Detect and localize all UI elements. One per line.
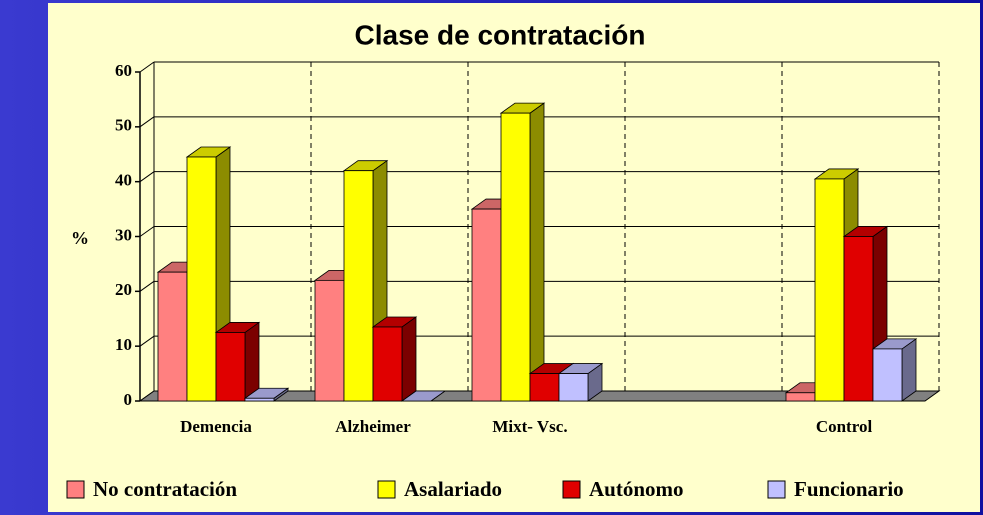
legend-label: Funcionario: [794, 477, 904, 501]
bar: [471, 208, 502, 402]
bar: [529, 373, 560, 402]
grid-line-side: [139, 61, 155, 73]
bar: [244, 397, 275, 402]
chart-title: Clase de contratación: [355, 19, 646, 50]
bar-top: [400, 390, 447, 402]
grid-line-side: [139, 171, 155, 183]
bar: [372, 326, 403, 402]
legend-swatch: [767, 480, 786, 499]
legend-label: Autónomo: [589, 477, 684, 501]
x-tick-label: Alzheimer: [335, 417, 411, 436]
bar: [872, 348, 903, 402]
legend-swatch: [562, 480, 581, 499]
y-tick-label: 10: [115, 335, 132, 354]
bar-side: [244, 321, 260, 402]
legend-swatch: [377, 480, 396, 499]
y-tick-label: 60: [115, 61, 132, 80]
y-tick-label: 20: [115, 280, 132, 299]
y-axis-label: %: [71, 228, 89, 248]
bar: [157, 271, 188, 402]
bar-side: [901, 338, 917, 402]
bar: [500, 112, 531, 402]
bar-side: [401, 316, 417, 402]
grid-line-side: [139, 335, 155, 347]
grid-line-side: [139, 280, 155, 292]
y-tick-label: 50: [115, 116, 132, 135]
bar: [558, 373, 589, 402]
legend-swatch: [66, 480, 85, 499]
bar-side: [529, 102, 545, 402]
bar: [343, 170, 374, 402]
y-tick-label: 30: [115, 225, 132, 244]
y-tick-label: 0: [124, 390, 133, 409]
legend-label: Asalariado: [404, 477, 502, 501]
bar: [215, 332, 246, 402]
bar: [186, 156, 217, 402]
x-tick-label: Mixt- Vsc.: [492, 417, 567, 436]
grid-line-side: [139, 226, 155, 237]
x-tick-label: Control: [816, 417, 873, 436]
bar: [843, 236, 874, 402]
y-tick-label: 40: [115, 171, 132, 190]
grid-line-side: [139, 116, 155, 128]
legend-label: No contratación: [93, 477, 237, 501]
bar: [785, 392, 816, 402]
bar: [814, 178, 845, 402]
bar: [314, 279, 345, 402]
x-tick-label: Demencia: [180, 417, 252, 436]
